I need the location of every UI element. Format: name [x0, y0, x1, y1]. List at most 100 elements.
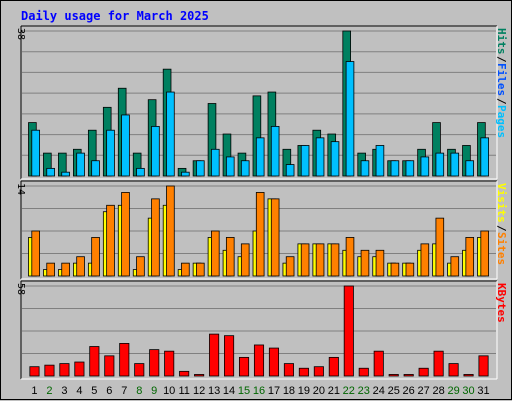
- bar-sites-day-21: [330, 243, 340, 277]
- bar-files-day-20: [315, 137, 325, 177]
- bar-sites-day-26: [405, 262, 415, 277]
- bar-sites-day-12: [196, 262, 205, 277]
- x-tick-label-day-11: 11: [178, 385, 189, 397]
- bar-files-day-13: [210, 148, 220, 177]
- bar-kbytes-day-13: [209, 333, 220, 377]
- x-tick-label-day-1: 1: [31, 385, 37, 397]
- bar-files-day-6: [106, 129, 115, 177]
- bar-files-day-5: [91, 160, 100, 177]
- bar-files-day-22: [345, 61, 355, 177]
- bar-kbytes-day-24: [373, 350, 384, 377]
- x-tick-label-day-27: 27: [418, 385, 430, 397]
- x-tick-label-day-8: 8: [136, 385, 142, 397]
- bar-files-day-28: [435, 152, 445, 177]
- bar-files-day-1: [31, 129, 40, 177]
- legend-label: Sites: [495, 232, 508, 265]
- x-tick-label-day-10: 10: [163, 385, 175, 397]
- bar-files-day-14: [225, 156, 235, 177]
- bar-kbytes-day-17: [268, 347, 280, 377]
- bar-sites-day-13: [210, 230, 220, 277]
- bar-sites-day-28: [435, 217, 445, 277]
- bar-kbytes-day-9: [149, 349, 160, 377]
- bar-kbytes-day-11: [179, 370, 190, 377]
- x-tick-label-day-29: 29: [447, 385, 459, 397]
- x-tick-label-day-21: 21: [328, 385, 340, 397]
- x-tick-label-day-24: 24: [373, 385, 385, 397]
- bar-files-day-8: [136, 167, 145, 177]
- bar-sites-day-29: [450, 256, 460, 277]
- bar-files-day-29: [450, 152, 460, 177]
- legend-label: /: [495, 98, 508, 105]
- bar-sites-day-25: [390, 262, 400, 277]
- x-tick-label-day-19: 19: [298, 385, 310, 397]
- bar-files-day-4: [76, 152, 85, 177]
- bar-sites-day-2: [46, 262, 55, 277]
- bar-files-day-25: [390, 160, 400, 177]
- bar-files-day-15: [240, 160, 250, 177]
- bar-kbytes-day-31: [478, 355, 489, 377]
- bar-sites-day-23: [360, 249, 370, 277]
- chart-title: Daily usage for March 2025: [21, 9, 209, 23]
- x-tick-label-day-22: 22: [343, 385, 355, 397]
- bar-files-day-3: [61, 171, 70, 177]
- bar-kbytes-day-27: [418, 367, 429, 377]
- legend-label: Files: [495, 63, 508, 96]
- bar-kbytes-day-29: [448, 363, 459, 377]
- bar-sites-day-11: [181, 262, 190, 277]
- x-tick-label-day-17: 17: [268, 385, 280, 397]
- bar-kbytes-day-3: [59, 363, 70, 377]
- bar-kbytes-day-8: [134, 363, 145, 377]
- bar-kbytes-day-2: [44, 364, 55, 377]
- x-tick-label-day-7: 7: [121, 385, 127, 397]
- bar-kbytes-day-1: [29, 366, 40, 377]
- bar-files-day-2: [46, 167, 55, 177]
- x-tick-label-day-12: 12: [193, 385, 205, 397]
- x-tick-label-day-16: 16: [253, 385, 265, 397]
- bar-files-day-31: [480, 137, 490, 177]
- bar-files-day-24: [375, 145, 385, 177]
- y-max-label: 14: [15, 183, 26, 195]
- legend-label: /: [495, 56, 508, 63]
- x-tick-label-day-30: 30: [462, 385, 474, 397]
- x-tick-label-day-28: 28: [432, 385, 444, 397]
- bar-files-day-10: [166, 91, 175, 177]
- x-tick-label-day-23: 23: [358, 385, 370, 397]
- bar-kbytes-day-18: [283, 363, 294, 377]
- x-tick-label-day-15: 15: [238, 385, 250, 397]
- bar-sites-day-31: [480, 230, 490, 277]
- bar-sites-day-1: [31, 230, 40, 277]
- bar-kbytes-day-4: [74, 361, 85, 377]
- x-tick-label-day-4: 4: [76, 385, 82, 397]
- bar-sites-day-6: [106, 204, 115, 277]
- bar-sites-day-8: [136, 256, 145, 277]
- x-tick-label-day-25: 25: [388, 385, 400, 397]
- bar-sites-day-20: [315, 243, 325, 277]
- bar-sites-day-14: [225, 237, 235, 277]
- y-max-label: 58: [15, 283, 26, 295]
- bar-sites-day-10: [166, 185, 175, 277]
- bar-sites-day-16: [255, 192, 265, 277]
- bar-kbytes-day-6: [104, 355, 115, 377]
- bar-sites-day-7: [121, 192, 130, 277]
- bar-files-day-23: [360, 160, 370, 177]
- x-tick-label-day-13: 13: [208, 385, 220, 397]
- bar-sites-day-9: [151, 198, 160, 277]
- bar-kbytes-day-12: [194, 374, 205, 377]
- legend-label: Visits: [495, 183, 508, 223]
- legend-label: Pages: [495, 105, 508, 138]
- bar-files-day-18: [285, 164, 295, 177]
- x-tick-label-day-5: 5: [91, 385, 97, 397]
- y-max-label: 38: [15, 28, 26, 40]
- bar-kbytes-day-5: [89, 346, 100, 377]
- legend-label: /: [495, 225, 508, 232]
- x-tick-label-day-26: 26: [403, 385, 415, 397]
- bar-files-day-26: [405, 160, 415, 177]
- legend-label: Hits: [495, 28, 508, 55]
- bar-sites-day-4: [76, 256, 85, 277]
- bar-sites-day-27: [420, 243, 430, 277]
- bar-files-day-30: [465, 160, 475, 177]
- x-tick-label-day-9: 9: [151, 385, 157, 397]
- bar-kbytes-day-26: [403, 374, 414, 377]
- bar-kbytes-day-25: [388, 374, 399, 377]
